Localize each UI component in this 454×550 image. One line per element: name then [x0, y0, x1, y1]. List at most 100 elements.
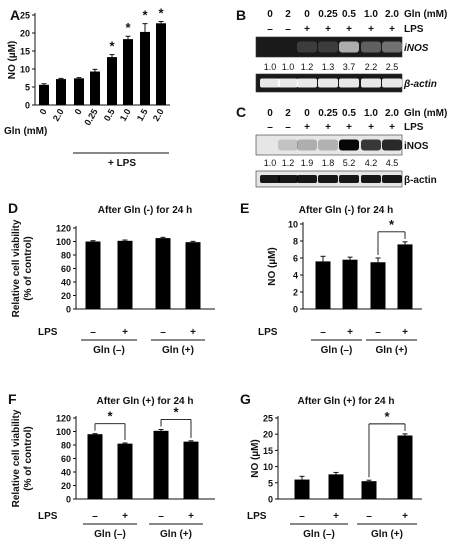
bar: [155, 238, 171, 309]
band-label-inos: iNOS: [404, 141, 429, 152]
inos-band: [382, 41, 402, 53]
lps-sign: +: [304, 24, 310, 35]
lps-sign: +: [325, 24, 331, 35]
group-label: Gln (–): [321, 345, 353, 356]
bar: [87, 434, 103, 499]
quant-value: 1.0: [282, 62, 295, 72]
y-tick-label: 0: [293, 305, 298, 315]
quant-value: 1.9: [301, 158, 314, 168]
y-tick-label: 5: [25, 83, 30, 93]
actin-band: [339, 175, 359, 183]
y-tick-label: 0: [268, 495, 273, 505]
gln-value: 0.25: [318, 9, 338, 20]
actin-band: [361, 78, 381, 88]
lps-sign: +: [402, 327, 408, 338]
quant-value: 2.5: [386, 62, 399, 72]
lps-sign: +: [122, 511, 128, 522]
y-tick-label: 0: [25, 101, 30, 111]
bar: [328, 474, 344, 499]
gln-value: 1.0: [364, 9, 378, 20]
x-tick-label: 1.0: [118, 107, 133, 123]
quant-value: 4.5: [386, 158, 399, 168]
quant-value: 1.0: [264, 158, 277, 168]
significance-star: *: [389, 217, 395, 232]
inos-band: [361, 41, 381, 53]
significance-star: *: [109, 39, 115, 54]
lps-row-label: LPS: [38, 327, 58, 338]
lps-sign: +: [389, 122, 395, 133]
bar: [342, 259, 358, 309]
band-label-actin: β-actin: [404, 175, 437, 186]
bar: [361, 481, 377, 499]
lps-sign: +: [188, 511, 194, 522]
lps-sign: –: [285, 24, 291, 35]
gln-value: 2: [285, 108, 291, 119]
y-tick-label: 80: [61, 441, 71, 451]
y-axis-label: NO (µM): [7, 41, 18, 80]
bar: [397, 435, 413, 499]
bar: [370, 262, 386, 309]
panel-label: A: [10, 7, 20, 23]
x-tick-label: 2.0: [51, 107, 66, 123]
bar: [153, 430, 169, 499]
inos-band: [361, 139, 381, 151]
bar: [56, 79, 66, 105]
actin-band: [318, 78, 338, 88]
y-tick-label: 20: [61, 291, 71, 301]
y-tick-label: 25: [20, 11, 30, 21]
y-tick-label: 60: [61, 454, 71, 464]
lps-sign: –: [90, 327, 96, 338]
gln-value: 0: [267, 9, 273, 20]
lps-sign: +: [402, 511, 408, 522]
group-label: Gln (–): [303, 529, 335, 540]
panel-G: G After Gln (+) for 24 h 0 5 10 15 20 25 NO (µM)…: [240, 391, 422, 540]
lps-sign: –: [267, 24, 273, 35]
lps-sign: –: [299, 511, 305, 522]
gln-value: 0.25: [318, 108, 338, 119]
x-tick-label: 0: [73, 107, 84, 116]
gln-value: 1.0: [364, 108, 378, 119]
quant-value: 1.3: [322, 62, 335, 72]
y-tick-label: 80: [61, 251, 71, 261]
y-tick-label: 120: [56, 224, 71, 234]
y-axis-label: Relative cell viability: [11, 409, 22, 507]
actin-band: [297, 78, 317, 88]
x-tick-label: 0.5: [102, 107, 117, 123]
inos-band: [297, 139, 317, 151]
panel-label: C: [236, 104, 246, 120]
actin-band: [297, 175, 317, 183]
gln-value: 2: [285, 9, 291, 20]
y-tick-label: 5: [268, 478, 273, 488]
x-tick-label: 0.25: [82, 107, 99, 127]
y-tick-label: 20: [61, 481, 71, 491]
panel-title: After Gln (-) for 24 h: [299, 205, 393, 216]
lps-sign: +: [346, 24, 352, 35]
actin-band: [278, 175, 298, 183]
lps-sign: –: [285, 122, 291, 133]
y-tick-label: 10: [20, 65, 30, 75]
lps-sign: +: [333, 511, 339, 522]
y-axis-label: NO (µM): [267, 247, 278, 286]
y-tick-label: 6: [293, 254, 298, 264]
bar: [185, 242, 201, 309]
significance-star: *: [173, 404, 179, 419]
y-tick-label: 40: [61, 468, 71, 478]
bar: [123, 39, 133, 106]
lps-sign: +: [190, 327, 196, 338]
actin-band: [318, 175, 338, 183]
gln-value: 2.0: [385, 108, 399, 119]
quant-value: 3.7: [343, 62, 356, 72]
bar: [117, 443, 133, 499]
y-tick-label: 20: [20, 29, 30, 39]
group-label: Gln (+): [160, 529, 192, 540]
actin-band: [339, 78, 359, 88]
panel-label: D: [8, 200, 18, 216]
y-axis-label: (% of control): [23, 236, 34, 300]
significance-star: *: [384, 409, 390, 424]
y-axis-label: Relative cell viability: [11, 219, 22, 317]
y-tick-label: 120: [56, 414, 71, 424]
bar: [156, 23, 166, 106]
gln-value: 0.5: [342, 108, 356, 119]
